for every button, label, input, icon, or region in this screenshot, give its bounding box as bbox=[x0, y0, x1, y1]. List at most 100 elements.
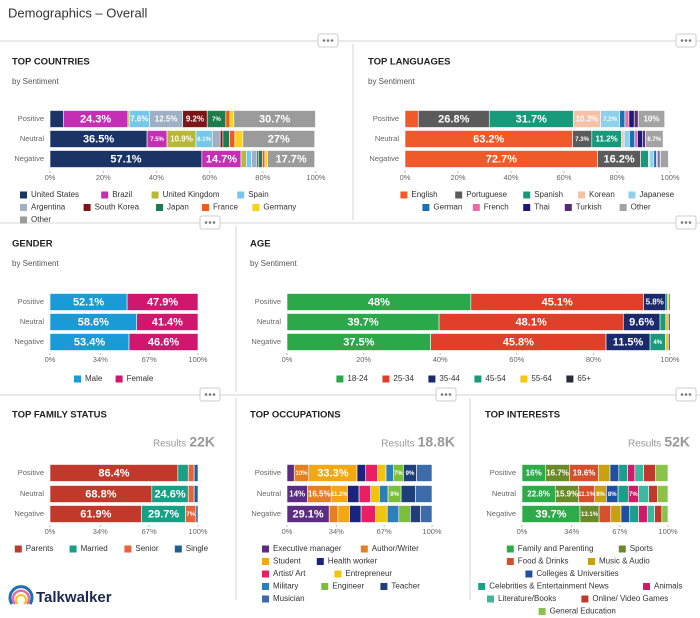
legend-swatch bbox=[422, 204, 430, 211]
value-label: 7.2% bbox=[603, 117, 617, 123]
value-label: 46.6% bbox=[148, 336, 179, 348]
bar-segment bbox=[633, 110, 639, 128]
legend-swatch bbox=[380, 583, 388, 590]
x-tick-label: 100% bbox=[188, 355, 208, 364]
value-label: 72.7% bbox=[486, 153, 517, 165]
value-label: 37.5% bbox=[343, 336, 374, 348]
bar-segment bbox=[627, 464, 636, 482]
legend-label: United Kingdom bbox=[163, 190, 220, 199]
results-label: Results bbox=[153, 439, 186, 450]
menu-buttons[interactable] bbox=[199, 33, 697, 402]
bar-segment bbox=[643, 464, 656, 482]
value-label: 7.5% bbox=[150, 137, 164, 143]
legend-label: Spain bbox=[248, 190, 268, 199]
bar-segment bbox=[659, 313, 667, 331]
legend-label: Spanish bbox=[534, 190, 563, 199]
legend-label: Executive manager bbox=[273, 544, 342, 553]
chart-panel: AGE by Sentiment 0% 20% 40% 60% 80% 100% Positiv… bbox=[250, 239, 680, 384]
legend-swatch bbox=[618, 545, 626, 553]
panel-title: TOP FAMILY STATUS bbox=[12, 410, 107, 421]
value-label: 24.6% bbox=[154, 488, 185, 500]
legend-label: Artist/ Art bbox=[273, 569, 306, 578]
bar-segment bbox=[267, 150, 315, 168]
value-label: 52.1% bbox=[73, 296, 104, 308]
legend-swatch bbox=[619, 204, 627, 211]
bar-segment bbox=[621, 130, 625, 148]
category-label: Positive bbox=[18, 468, 44, 477]
legend-label: Argentina bbox=[31, 203, 66, 212]
legend-label: Brazil bbox=[112, 190, 132, 199]
value-label: 41.4% bbox=[152, 316, 183, 328]
value-label: 27% bbox=[268, 133, 290, 145]
legend-label: Animals bbox=[654, 582, 682, 591]
bar-segment bbox=[638, 505, 648, 523]
x-tick-label: 34% bbox=[564, 527, 579, 536]
panel-title: TOP OCCUPATIONS bbox=[250, 410, 341, 421]
category-label: Neutral bbox=[20, 134, 45, 143]
legend-label: Music & Audio bbox=[599, 557, 650, 566]
legend-swatch bbox=[124, 545, 132, 553]
value-label: 11.5% bbox=[613, 336, 644, 348]
legend-label: Single bbox=[186, 544, 209, 553]
value-label: 9.2% bbox=[186, 115, 204, 124]
value-label: 7% bbox=[212, 117, 221, 123]
bar-segment bbox=[610, 505, 622, 523]
page-title: Demographics – Overall bbox=[8, 5, 148, 20]
value-label: 6.7% bbox=[647, 137, 661, 143]
x-tick-label: 100% bbox=[422, 527, 442, 536]
x-tick-label: 20% bbox=[450, 173, 465, 182]
bar-segment bbox=[349, 505, 362, 523]
legend-label: Senior bbox=[135, 544, 158, 553]
value-label: 57.1% bbox=[110, 153, 141, 165]
x-tick-label: 40% bbox=[433, 355, 448, 364]
bar-segment bbox=[642, 130, 646, 148]
value-label: 86.4% bbox=[98, 467, 129, 479]
category-label: Neutral bbox=[20, 489, 45, 498]
legend-swatch bbox=[262, 570, 269, 578]
x-tick-label: 0% bbox=[517, 527, 528, 536]
panel-subtitle: by Sentiment bbox=[368, 77, 415, 86]
bar-segment bbox=[379, 485, 389, 503]
legend-swatch bbox=[455, 191, 463, 199]
value-label: 7% bbox=[394, 471, 403, 477]
x-tick-label: 0% bbox=[282, 355, 293, 364]
category-label: Neutral bbox=[257, 317, 282, 326]
legend-label: 35-44 bbox=[439, 374, 460, 383]
value-label: 58.6% bbox=[78, 316, 109, 328]
x-tick-label: 34% bbox=[93, 527, 108, 536]
x-tick-label: 60% bbox=[509, 355, 524, 364]
legend-label: Entrepreneur bbox=[345, 569, 392, 578]
x-tick-label: 100% bbox=[306, 173, 326, 182]
category-label: Neutral bbox=[20, 317, 45, 326]
value-label: 7.6% bbox=[130, 115, 148, 124]
bar-segment bbox=[648, 485, 658, 503]
category-label: Neutral bbox=[257, 489, 282, 498]
legend-swatch bbox=[83, 204, 91, 211]
bar-segment bbox=[246, 150, 252, 168]
logo: Talkwalker bbox=[8, 585, 112, 606]
x-tick-label: 67% bbox=[142, 355, 157, 364]
legend-swatch bbox=[382, 375, 390, 383]
legend-swatch bbox=[643, 583, 650, 590]
bar-segment bbox=[668, 293, 671, 311]
value-label: 29.1% bbox=[292, 508, 323, 520]
legend-label: Turkish bbox=[576, 203, 602, 212]
value-label: 10.9% bbox=[170, 135, 193, 144]
bar-segment bbox=[377, 464, 387, 482]
bar-segment bbox=[242, 130, 315, 148]
value-label: 45.1% bbox=[542, 296, 573, 308]
legend-label: Married bbox=[81, 544, 108, 553]
bar-segment bbox=[328, 505, 339, 523]
value-label: 16.7% bbox=[546, 469, 569, 478]
value-label: 8% bbox=[608, 492, 617, 498]
bar-segment bbox=[375, 505, 388, 523]
value-label: 14% bbox=[289, 490, 305, 499]
legend-swatch bbox=[474, 375, 482, 383]
legend-swatch bbox=[321, 583, 329, 590]
x-tick-label: 67% bbox=[142, 527, 157, 536]
panel-subtitle: by Sentiment bbox=[250, 259, 297, 268]
category-label: Negative bbox=[251, 509, 281, 518]
legend-swatch bbox=[525, 570, 533, 578]
legend-label: Germany bbox=[263, 203, 296, 212]
bar-segment bbox=[609, 464, 620, 482]
